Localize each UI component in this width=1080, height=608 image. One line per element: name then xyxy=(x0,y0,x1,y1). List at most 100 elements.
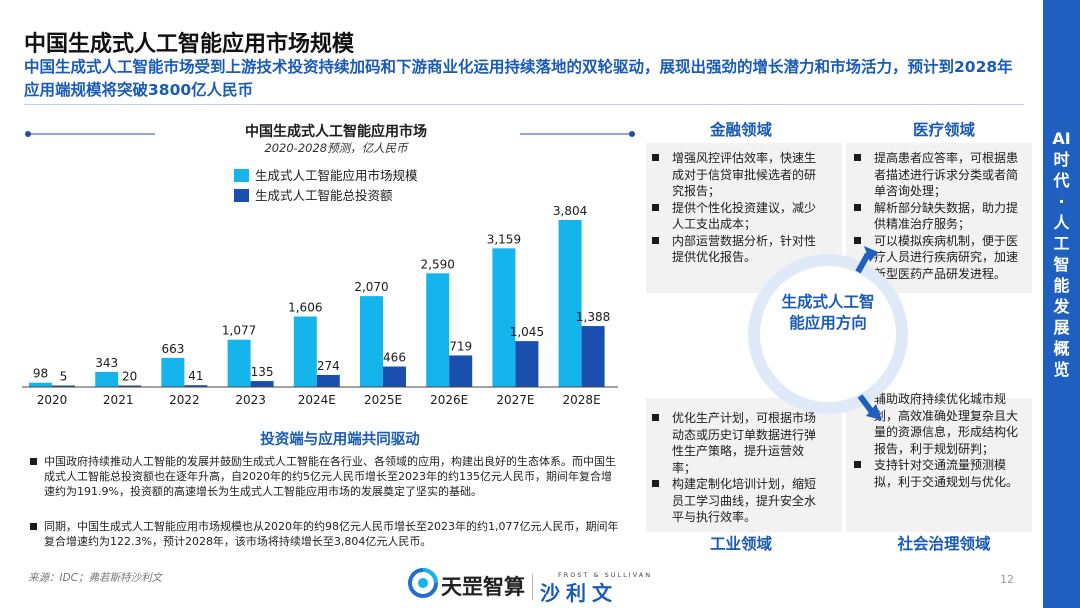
chart-header-dot-right xyxy=(629,131,635,137)
driver-note-2-text: 同期，中国生成式人工智能应用市场规模也从2020年的约98亿元人民币增长至202… xyxy=(44,520,619,548)
arrow-down-right-head xyxy=(866,404,882,420)
list-item: 提供个性化投资建议，减少人工支出成本； xyxy=(650,200,820,233)
list-item: 解析部分缺失数据，助力提供精准治疗服务； xyxy=(852,200,1024,233)
bullet-square xyxy=(652,154,659,161)
chart-subtitle: 2020-2028预测，亿人民币 xyxy=(264,141,408,155)
bullet-square xyxy=(30,523,37,530)
bar-investment-2022 xyxy=(184,385,208,387)
page-subtitle: 中国生成式人工智能市场受到上游技术投资持续加码和下游商业化运用持续落地的双轮驱动… xyxy=(24,58,1013,99)
legend-item-market: 生成式人工智能应用市场规模 xyxy=(234,165,418,184)
center-label: 生成式人工智能应用方向 xyxy=(781,293,875,332)
panel-governance xyxy=(846,398,1032,532)
bullet-square xyxy=(854,203,861,211)
bar-investment-2024E xyxy=(316,374,340,387)
governance-item-2: 支持针对交通流量预测模拟，利于交通规划与优化。 xyxy=(874,458,1019,489)
finance-item-1: 增强风控评估效率，快速生成对于信贷审批候选者的研究报告； xyxy=(672,151,817,198)
data-label-investment-2020: 5 xyxy=(60,370,68,384)
data-label-market-2023: 1,077 xyxy=(222,324,256,338)
bar-investment-2028E xyxy=(581,326,605,387)
bar-market-2020 xyxy=(29,382,52,387)
bullet-square xyxy=(854,461,861,468)
x-tick-label-2021: 2021 xyxy=(103,393,134,407)
medical-list: 提高患者应答率，可根据患者描述进行诉求分类或者简单咨询处理； 解析部分缺失数据，… xyxy=(852,150,1024,282)
arrow-up-right-icon xyxy=(855,252,871,274)
bar-investment-2020 xyxy=(52,385,75,387)
governance-item-1: 辅助政府持续优化城市规划，高效准确处理复杂且大量的资源信息，形成结构化报告，利于… xyxy=(874,392,1019,456)
bar-market-2023 xyxy=(227,339,251,387)
medical-item-1: 提高患者应答率，可根据患者描述进行诉求分类或者简单咨询处理； xyxy=(874,151,1019,198)
data-label-investment-2026E: 719 xyxy=(449,339,472,353)
industry-item-2: 构建定制化培训计划，缩短员工学习曲线，提升安全水平与执行效率。 xyxy=(672,477,817,524)
bullet-square xyxy=(854,154,861,161)
bar-investment-2027E xyxy=(515,341,539,387)
bar-investment-2021 xyxy=(118,385,142,387)
bar-market-2028E xyxy=(558,220,582,387)
bullet-square xyxy=(652,414,659,421)
data-label-market-2020: 98 xyxy=(33,367,48,381)
chart-title: 中国生成式人工智能应用市场 xyxy=(245,124,427,140)
chart-header-dot-left xyxy=(25,131,31,137)
bullet-square xyxy=(854,236,861,244)
legend-item-investment: 生成式人工智能总投资额 xyxy=(234,185,393,204)
data-label-investment-2027E: 1,045 xyxy=(510,325,544,339)
data-label-market-2021: 343 xyxy=(95,356,118,370)
data-label-market-2025E: 2,070 xyxy=(354,280,388,294)
x-tick-label-2023: 2023 xyxy=(235,393,266,407)
finance-list: 增强风控评估效率，快速生成对于信贷审批候选者的研究报告； 提供个性化投资建议，减… xyxy=(650,150,820,266)
governance-list: 辅助政府持续优化城市规划，高效准确处理复杂且大量的资源信息，形成结构化报告，利于… xyxy=(852,391,1028,490)
data-label-investment-2028E: 1,388 xyxy=(576,310,610,324)
chart-header-lines xyxy=(25,131,635,137)
x-tick-label-2020: 2020 xyxy=(37,393,68,407)
title-divider xyxy=(24,104,1024,105)
list-item: 支持针对交通流量预测模拟，利于交通规划与优化。 xyxy=(852,457,1028,490)
industry-item-1: 优化生产计划，可根据市场动态或历史订单数据进行弹性生产策略，提升运营效率； xyxy=(672,411,817,475)
sidebar-text: AI 时代 · 人工智能发展概览 xyxy=(1052,129,1071,379)
bar-market-2025E xyxy=(360,296,383,387)
data-label-market-2028E: 3,804 xyxy=(553,204,587,218)
list-item: 内部运营数据分析，针对性提供优化报告。 xyxy=(650,233,820,266)
data-label-investment-2022: 41 xyxy=(188,369,203,383)
list-item: 构建定制化培训计划，缩短员工学习曲线，提升安全水平与执行效率。 xyxy=(650,476,826,526)
x-tick-label-2028E: 2028E xyxy=(563,393,601,407)
drivers-title: 投资端与应用端共同驱动 xyxy=(260,432,420,448)
page-title: 中国生成式人工智能应用市场规模 xyxy=(24,32,355,57)
bar-investment-2023 xyxy=(250,381,274,387)
data-label-market-2027E: 3,159 xyxy=(487,232,521,246)
data-label-investment-2021: 20 xyxy=(122,370,137,384)
bar-market-2022 xyxy=(161,357,185,387)
data-label-market-2022: 663 xyxy=(161,342,184,356)
bar-investment-2025E xyxy=(383,366,406,387)
bar-market-2021 xyxy=(95,371,119,387)
frost-sullivan-en: FROST & SULLIVAN xyxy=(558,571,653,579)
medical-item-3: 可以模拟疾病机制，便于医疗人员进行疾病研究，加速新型医药产品研发进程。 xyxy=(874,233,1019,281)
bullet-square xyxy=(652,480,659,487)
industry-title: 工业领域 xyxy=(709,535,772,553)
list-item: 增强风控评估效率，快速生成对于信贷审批候选者的研究报告； xyxy=(650,150,820,200)
x-tick-label-2022: 2022 xyxy=(169,393,200,407)
governance-title: 社会治理领域 xyxy=(897,535,991,553)
tiangang-logo-text: 天罡智算 xyxy=(441,575,525,599)
page-number: 12 xyxy=(1000,573,1014,586)
medical-title: 医疗领域 xyxy=(912,121,975,139)
bar-investment-2026E xyxy=(449,355,473,387)
source-note: 来源：IDC；弗若斯特沙利文 xyxy=(28,572,163,584)
bar-market-2026E xyxy=(426,273,450,387)
finance-title: 金融领域 xyxy=(709,121,772,139)
x-tick-label-2024E: 2024E xyxy=(298,393,336,407)
legend-label-investment: 生成式人工智能总投资额 xyxy=(255,188,393,203)
industry-list: 优化生产计划，可根据市场动态或历史订单数据进行弹性生产策略，提升运营效率； 构建… xyxy=(650,410,826,526)
list-item: 辅助政府持续优化城市规划，高效准确处理复杂且大量的资源信息，形成结构化报告，利于… xyxy=(852,391,1028,457)
finance-item-2: 提供个性化投资建议，减少人工支出成本； xyxy=(672,200,817,232)
list-item: 优化生产计划，可根据市场动态或历史订单数据进行弹性生产策略，提升运营效率； xyxy=(650,410,826,476)
list-item: 提高患者应答率，可根据患者描述进行诉求分类或者简单咨询处理； xyxy=(852,150,1024,200)
medical-item-2: 解析部分缺失数据，助力提供精准治疗服务； xyxy=(874,200,1019,232)
x-tick-label-2027E: 2027E xyxy=(496,393,534,407)
logo-divider xyxy=(532,574,533,600)
data-label-market-2026E: 2,590 xyxy=(421,257,455,271)
arrow-down-right-icon xyxy=(857,394,875,414)
panel-industry xyxy=(646,398,842,532)
ring-arrows xyxy=(855,246,882,420)
bar-chart: 98 5 2020 343 20 2021 663 41 2022 1,077 135 2023 1,6… xyxy=(22,131,635,407)
driver-note-1: 中国政府持续推动人工智能的发展并鼓励生成式人工智能在各行业、各领域的应用，构建出… xyxy=(30,454,622,499)
data-label-market-2024E: 1,606 xyxy=(288,300,322,314)
